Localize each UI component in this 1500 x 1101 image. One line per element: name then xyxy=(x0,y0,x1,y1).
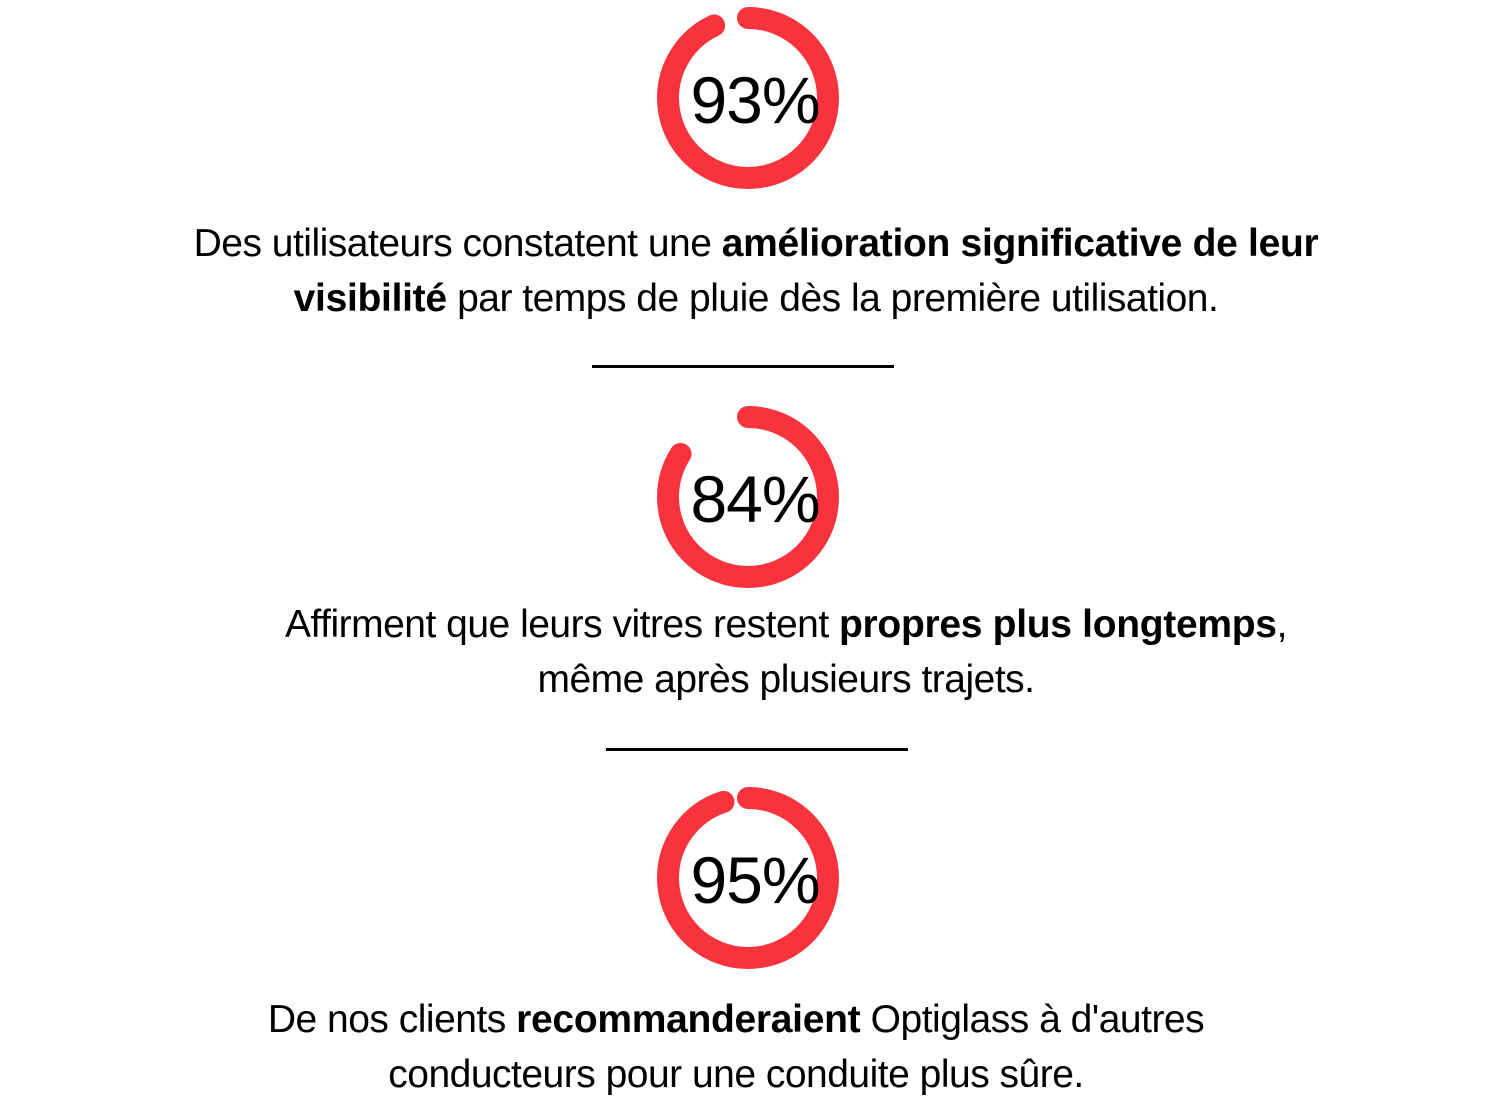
section-divider-1 xyxy=(592,365,894,368)
progress-ring-3-svg xyxy=(657,787,839,969)
ring-arc-1 xyxy=(657,7,839,189)
ring-arc-3 xyxy=(657,787,839,969)
caption-line: conducteurs pour une conduite plus sûre. xyxy=(388,1053,1084,1096)
caption-line: visibilité par temps de pluie dès la pre… xyxy=(293,277,1219,320)
progress-ring-2: 84% xyxy=(648,397,848,597)
stat-value-1: 93% xyxy=(690,63,820,137)
progress-ring-1: 93% xyxy=(648,0,848,198)
stat-value-2: 84% xyxy=(690,462,820,536)
progress-ring-3: 95% xyxy=(648,778,848,978)
progress-ring-1-svg xyxy=(657,7,839,189)
ring-arc-2 xyxy=(657,406,839,588)
section-divider-2 xyxy=(606,748,908,751)
caption-line: même après plusieurs trajets. xyxy=(537,658,1035,701)
caption-line: Affirment que leurs vitres restent propr… xyxy=(285,603,1288,646)
stat-value-3: 95% xyxy=(690,843,820,917)
caption-line: De nos clients recommanderaient Optiglas… xyxy=(267,998,1205,1041)
progress-ring-2-svg xyxy=(657,406,839,588)
stat-caption-2: Affirment que leurs vitres restent propr… xyxy=(36,597,1500,707)
stat-caption-1: Des utilisateurs constatent une améliora… xyxy=(6,216,1500,326)
stat-caption-3: De nos clients recommanderaient Optiglas… xyxy=(0,992,1486,1101)
caption-line: Des utilisateurs constatent une améliora… xyxy=(193,222,1319,265)
